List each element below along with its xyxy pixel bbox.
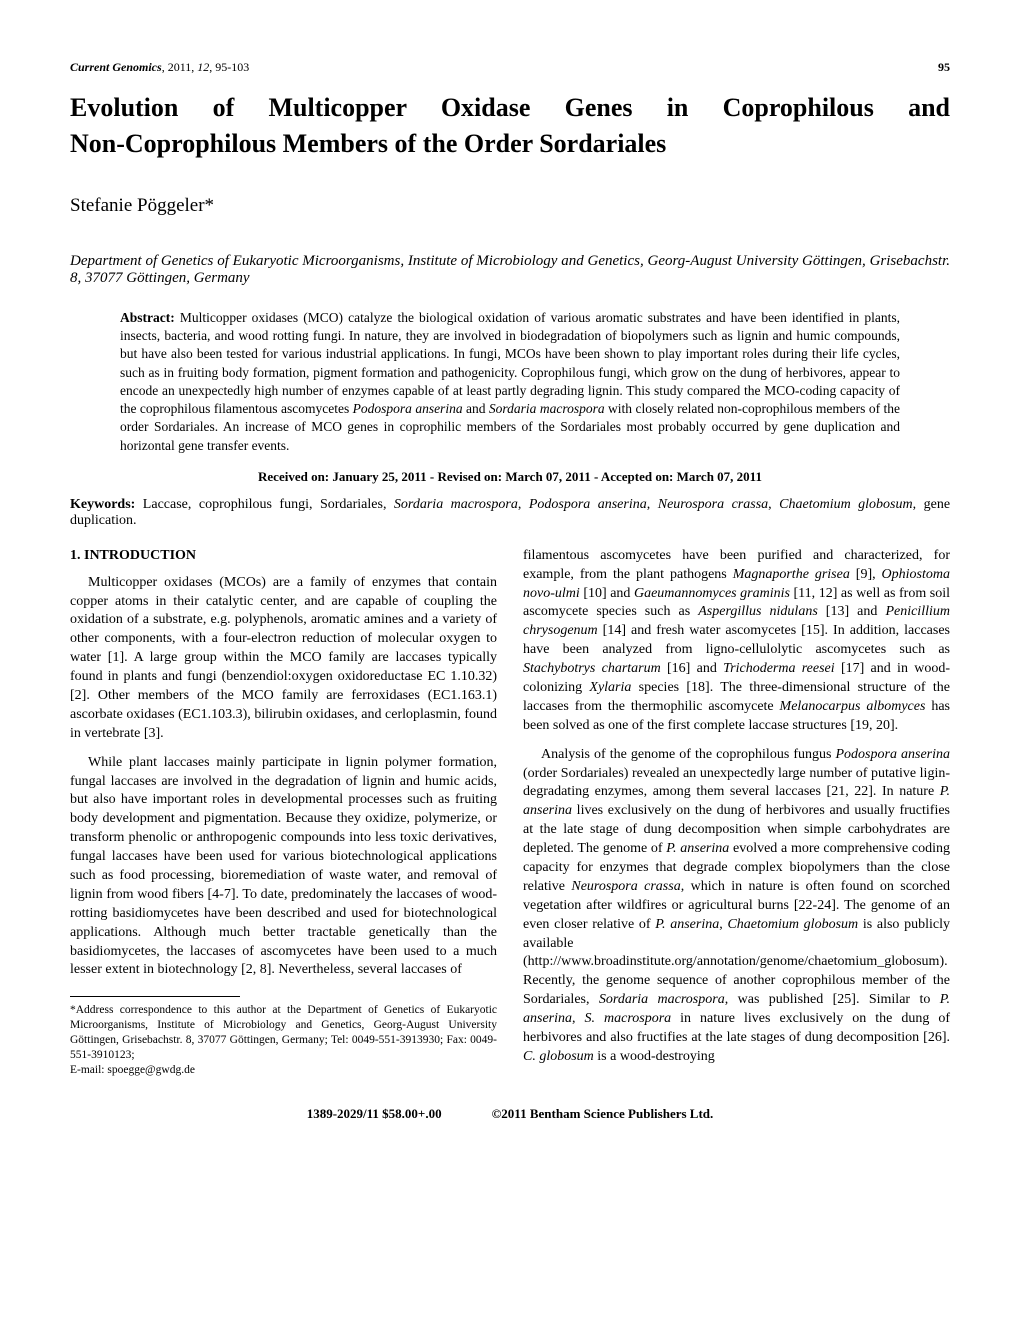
right-column: filamentous ascomycetes have been purifi… — [523, 547, 950, 1078]
correspondence: *Address correspondence to this author a… — [70, 1003, 497, 1078]
journal-name: Current Genomics — [70, 60, 162, 74]
paragraph: While plant laccases mainly participate … — [70, 754, 497, 981]
page-number: 95 — [938, 60, 950, 75]
left-column: 1. INTRODUCTION Multicopper oxidases (MC… — [70, 547, 497, 1078]
affiliation: Department of Genetics of Eukaryotic Mic… — [70, 253, 950, 287]
paragraph: Multicopper oxidases (MCOs) are a family… — [70, 574, 497, 744]
article-dates: Received on: January 25, 2011 - Revised … — [70, 469, 950, 485]
body-columns: 1. INTRODUCTION Multicopper oxidases (MC… — [70, 547, 950, 1078]
page-footer: 1389-2029/11 $58.00+.00 ©2011 Bentham Sc… — [70, 1106, 950, 1122]
running-header: Current Genomics, 2011, 12, 95-103 95 — [70, 60, 950, 75]
journal-citation: Current Genomics, 2011, 12, 95-103 — [70, 60, 249, 75]
paragraph: filamentous ascomycetes have been purifi… — [523, 547, 950, 736]
abstract-label: Abstract: — [120, 310, 175, 325]
copyright: ©2011 Bentham Science Publishers Ltd. — [492, 1106, 714, 1122]
article-title-line2: Non-Coprophilous Members of the Order So… — [70, 129, 950, 159]
abstract: Abstract: Multicopper oxidases (MCO) cat… — [120, 309, 900, 455]
article-title-line1: Evolution of Multicopper Oxidase Genes i… — [70, 93, 950, 123]
paragraph: Analysis of the genome of the coprophilo… — [523, 746, 950, 1067]
author-name: Stefanie Pöggeler* — [70, 195, 950, 217]
keywords-label: Keywords: — [70, 497, 135, 512]
issn-price: 1389-2029/11 $58.00+.00 — [307, 1106, 442, 1122]
footnote-divider — [70, 996, 240, 997]
keywords: Keywords: Laccase, coprophilous fungi, S… — [70, 497, 950, 529]
section-heading-introduction: 1. INTRODUCTION — [70, 547, 497, 566]
